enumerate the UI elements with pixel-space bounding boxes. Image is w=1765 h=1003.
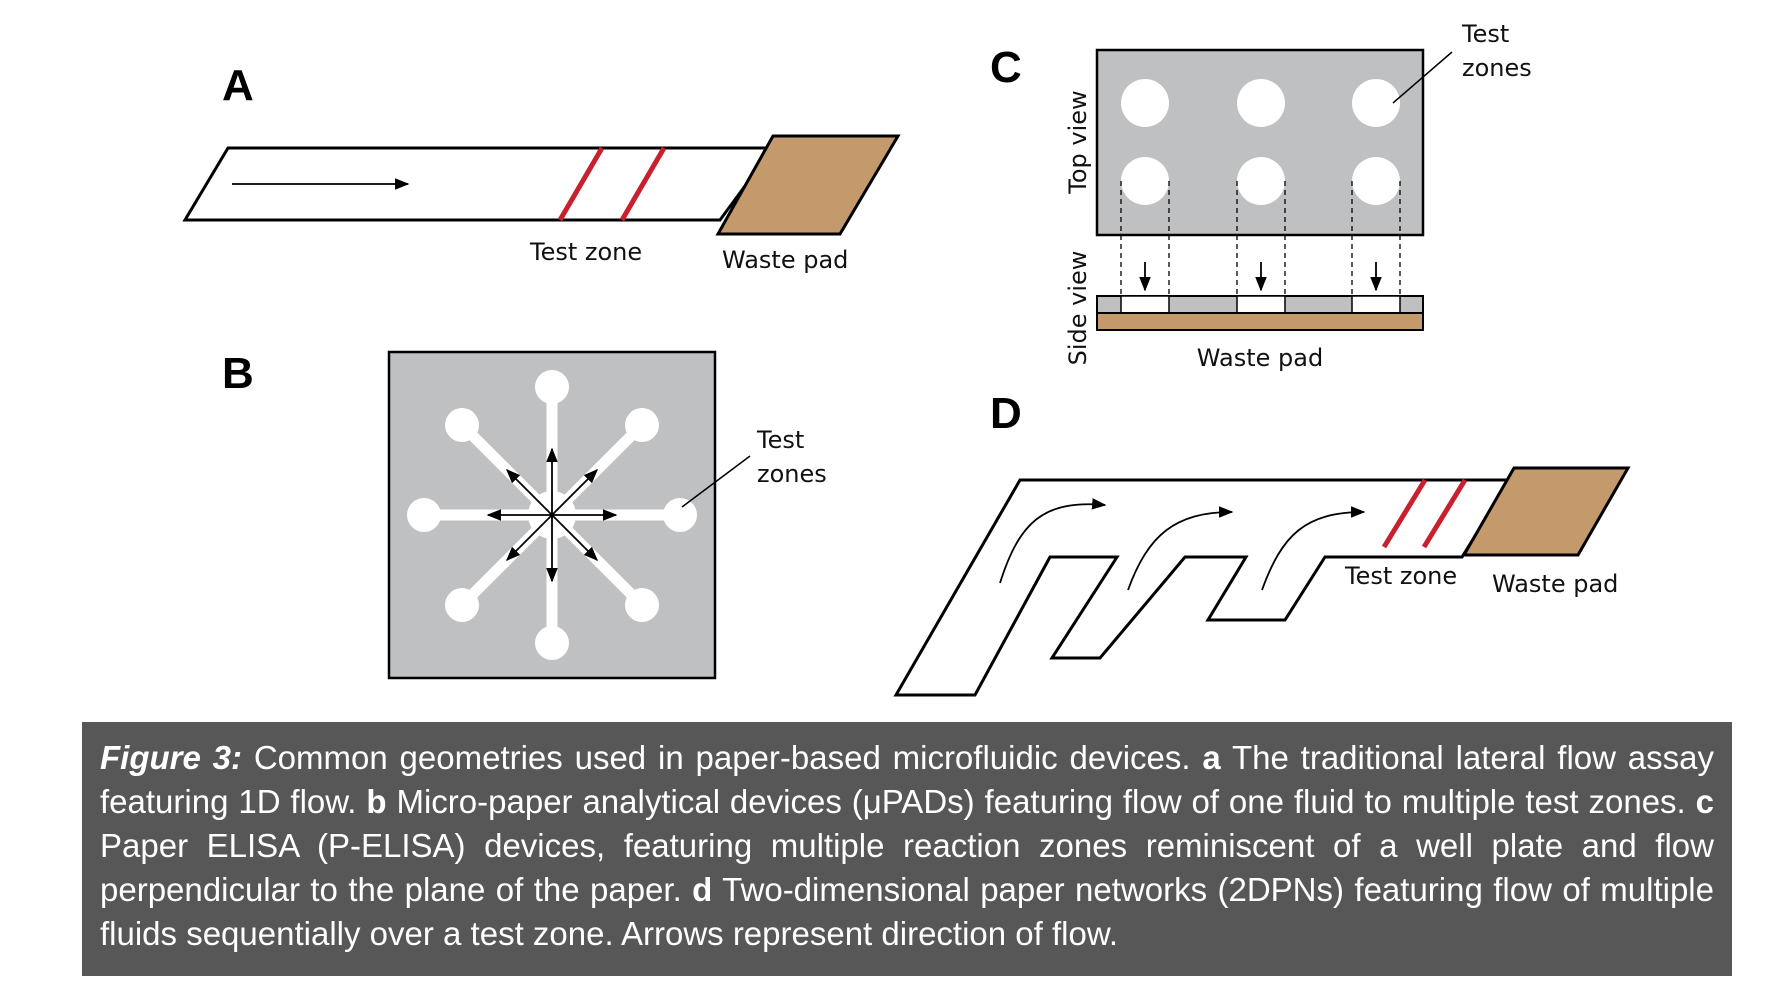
test-zone-label-d: Test zone bbox=[1344, 562, 1457, 590]
waste-pad bbox=[715, 134, 901, 236]
test-zones-label-line2: zones bbox=[757, 460, 827, 488]
test-zones-leader-line bbox=[681, 455, 751, 508]
lateral-flow-strip bbox=[182, 146, 776, 222]
projection-lines bbox=[1120, 181, 1401, 296]
caption-text-c: Paper ELISA (P-ELISA) devices, featuring… bbox=[100, 827, 1714, 908]
figure-caption: Figure 3: Common geometries used in pape… bbox=[82, 722, 1732, 976]
panel-c-letter: C bbox=[990, 43, 1022, 92]
test-zones-label-line1: Test bbox=[756, 426, 804, 454]
side-view-label: Side view bbox=[1064, 251, 1092, 366]
panel-a: A Test zone Waste pad bbox=[182, 61, 901, 274]
radial-flow-arrows-icon bbox=[486, 447, 618, 583]
pelisa-top-view-paper bbox=[1095, 48, 1425, 237]
test-zones-leader-line-c bbox=[1392, 51, 1453, 104]
panel-d: D Test zone Waste pad bbox=[893, 389, 1631, 697]
caption-figure-label: Figure 3: bbox=[100, 739, 243, 776]
caption-key-d: d bbox=[692, 871, 713, 908]
2dpn-test-line-2 bbox=[1421, 478, 1468, 549]
test-zones-label-c-line1: Test bbox=[1461, 20, 1509, 48]
panel-c: C Test bbox=[990, 20, 1532, 372]
test-zone-label: Test zone bbox=[529, 238, 642, 266]
waste-pad-label-d: Waste pad bbox=[1492, 570, 1618, 598]
panel-b: B bbox=[222, 349, 827, 680]
top-view-label: Top view bbox=[1064, 90, 1092, 194]
panel-a-letter: A bbox=[222, 61, 254, 110]
test-line-2 bbox=[619, 146, 667, 222]
2dpn-test-line-1 bbox=[1381, 478, 1428, 549]
caption-key-b: b bbox=[366, 783, 387, 820]
2dpn-network bbox=[893, 478, 1513, 697]
2dpn-waste-pad bbox=[1461, 466, 1631, 557]
caption-text-b: Micro-paper analytical devices (μPADs) f… bbox=[396, 783, 1686, 820]
test-zones-label-c-line2: zones bbox=[1462, 54, 1532, 82]
waste-pad-label-c: Waste pad bbox=[1197, 344, 1323, 372]
panel-b-letter: B bbox=[222, 349, 254, 398]
caption-key-c: c bbox=[1695, 783, 1715, 820]
2dpn-flow-arrows-icon bbox=[999, 498, 1366, 591]
side-view-wells bbox=[1120, 295, 1401, 314]
pelisa-wells bbox=[1121, 79, 1400, 205]
caption-intro: Common geometries used in paper-based mi… bbox=[253, 739, 1191, 776]
side-view-waste-pad bbox=[1096, 312, 1424, 331]
figure-diagram: A Test zone Waste pad B bbox=[182, 20, 1631, 697]
downward-flow-arrows-icon bbox=[1139, 262, 1382, 292]
caption-text-a: The traditional lateral flow assay featu… bbox=[100, 739, 1714, 820]
caption-key-a: a bbox=[1202, 739, 1221, 776]
caption-text-d: Two-dimensional paper networks (2DPNs) f… bbox=[100, 871, 1714, 952]
waste-pad-label: Waste pad bbox=[722, 246, 848, 274]
test-line-1 bbox=[557, 146, 605, 222]
panel-d-letter: D bbox=[990, 389, 1022, 438]
